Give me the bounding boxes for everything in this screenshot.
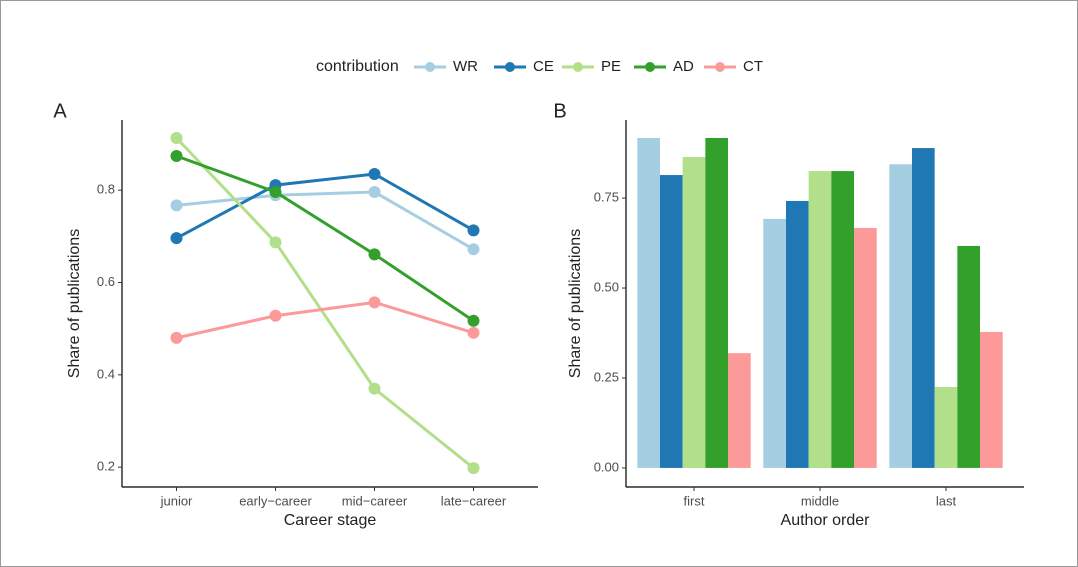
y-tick-label: 0.6 [97, 274, 115, 289]
point [170, 232, 183, 245]
point [269, 186, 282, 199]
legend-label: PE [601, 58, 621, 75]
bar [659, 175, 683, 468]
bar [831, 171, 855, 468]
point [467, 243, 480, 256]
bar [934, 386, 958, 468]
point [269, 236, 282, 249]
y-tick-label: 0.25 [594, 369, 619, 384]
legend-key-dot [425, 62, 435, 72]
point [368, 382, 381, 395]
point [368, 168, 381, 181]
series-line [176, 300, 474, 340]
panel-label: B [553, 100, 566, 122]
legend-key-dot [645, 62, 655, 72]
panel-label: A [53, 100, 67, 122]
bar [957, 245, 981, 468]
legend-key-dot [573, 62, 583, 72]
legend-label: CT [743, 58, 763, 75]
bar [728, 353, 751, 468]
x-axis-title: Author order [781, 512, 871, 529]
x-tick-label: early−career [239, 493, 312, 508]
point [467, 462, 480, 475]
point [467, 224, 480, 237]
legend-label: AD [673, 58, 694, 75]
point [368, 296, 381, 309]
x-axis-title: Career stage [284, 512, 377, 529]
point [467, 314, 480, 327]
series-line [175, 136, 475, 470]
bar [637, 137, 660, 468]
bar [785, 200, 809, 468]
x-tick-label: middle [801, 493, 839, 508]
series-line [176, 190, 475, 251]
point [368, 248, 381, 261]
y-tick-label: 0.4 [97, 366, 115, 381]
x-tick-label: late−career [441, 493, 507, 508]
bar [980, 331, 1003, 468]
point [368, 186, 381, 199]
bar [889, 164, 912, 468]
point [269, 309, 282, 322]
point [170, 132, 183, 145]
legend-label: CE [533, 58, 554, 75]
legend-title: contribution [316, 58, 399, 75]
series-line [175, 154, 475, 323]
bar [808, 171, 832, 468]
y-tick-label: 0.50 [594, 279, 619, 294]
x-tick-label: first [684, 493, 705, 508]
y-axis-title: Share of publications [66, 229, 83, 378]
y-tick-label: 0.8 [97, 182, 115, 197]
bar [705, 137, 729, 468]
bar [763, 218, 786, 468]
x-tick-label: junior [160, 493, 193, 508]
legend-key-dot [715, 62, 725, 72]
bar [682, 157, 706, 468]
point [170, 331, 183, 344]
legend-label: WR [453, 58, 478, 75]
y-tick-label: 0.00 [594, 459, 619, 474]
bar [854, 227, 877, 468]
y-tick-label: 0.2 [97, 459, 115, 474]
series-line [175, 172, 475, 240]
bar [911, 148, 935, 468]
y-axis-title: Share of publications [567, 229, 584, 378]
point [467, 326, 480, 339]
y-tick-label: 0.75 [594, 190, 619, 205]
point [170, 150, 183, 163]
legend-key-dot [505, 62, 515, 72]
x-tick-label: last [936, 493, 957, 508]
x-tick-label: mid−career [342, 493, 408, 508]
point [170, 199, 183, 212]
